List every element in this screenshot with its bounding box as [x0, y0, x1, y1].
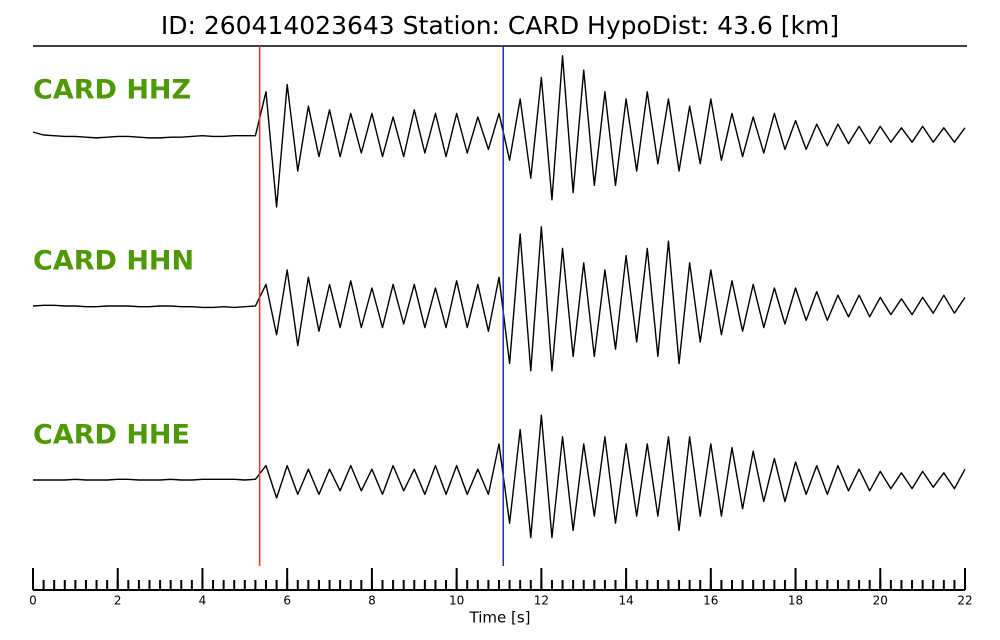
trace	[32, 226, 966, 372]
x-tick-label: 4	[199, 594, 207, 608]
x-tick-label: 6	[283, 594, 291, 608]
x-tick-label: 20	[873, 594, 888, 608]
x-tick-label: 8	[368, 594, 376, 608]
x-axis-label: Time [s]	[469, 609, 531, 627]
x-tick-label: 16	[703, 594, 718, 608]
channel-label: CARD HHZ	[33, 75, 191, 106]
x-tick-label: 18	[788, 594, 803, 608]
x-tick-label: 2	[114, 594, 122, 608]
x-tick-label: 14	[618, 594, 633, 608]
channel-label: CARD HHE	[33, 420, 190, 451]
trace	[33, 414, 966, 539]
x-tick-label: 0	[29, 594, 37, 608]
x-tick-label: 12	[534, 594, 549, 608]
x-tick-label: 22	[957, 594, 972, 608]
channel-label: CARD HHN	[33, 246, 194, 277]
chart-title: ID: 260414023643 Station: CARD HypoDist:…	[161, 11, 839, 40]
trace	[32, 55, 966, 208]
x-tick-label: 10	[449, 594, 464, 608]
